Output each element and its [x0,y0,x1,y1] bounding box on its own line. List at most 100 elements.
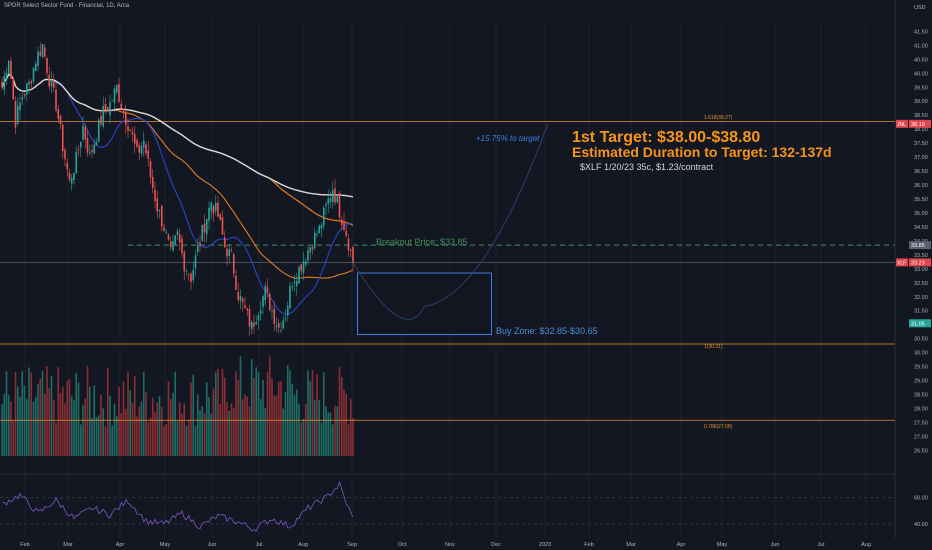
price-tick: 36.50 [914,169,928,175]
volume-bar [298,403,300,456]
candle-body [300,264,303,272]
candle-body [282,320,285,329]
volume-bar [127,371,129,456]
candle-body [293,281,296,283]
candle-body [104,104,107,111]
volume-bar [23,385,26,456]
volume-bar [190,382,192,456]
candle-body [311,247,314,250]
volume-bar [32,401,35,456]
volume-bar [264,408,267,456]
candle-body [28,81,30,85]
volume-bar [275,395,278,456]
volume-bar [3,394,6,456]
volume-bar [199,410,201,456]
candle-body [268,293,271,311]
volume-bar [115,416,118,456]
candle-body [102,105,105,127]
volume-bar [43,393,46,456]
buy-zone-label: Buy Zone: $32.85-$30.65 [496,326,598,336]
volume-bar [61,387,64,456]
volume-bar [48,388,51,456]
candle-body [307,250,309,261]
candle-body [347,238,350,251]
volume-bar [118,386,120,456]
candle-body [318,225,321,234]
volume-bar [129,390,132,456]
candle-body [16,106,19,124]
volume-bar [95,417,98,456]
volume-bar [133,376,136,456]
candle-body [34,63,37,71]
breakout-label: Breakout Price: $33.85 [376,237,468,247]
candle-body [59,115,62,125]
volume-bar [16,386,19,456]
volume-bar [277,381,280,456]
volume-bar [293,394,296,456]
volume-bar [106,368,109,456]
candle-body [352,247,354,264]
candle-body [113,88,116,103]
candle-body [336,196,339,203]
price-tick: 29.00 [914,379,928,385]
volume-bar [28,367,30,456]
volume-bar [343,389,345,456]
target-label: 1st Target: $38.00-$38.80 [572,129,761,146]
candle-body [262,296,264,307]
volume-bar [302,418,305,456]
time-label: Mar [626,542,636,548]
volume-bar [41,370,44,456]
price-tick: 37.50 [914,141,928,147]
price-tick: 33.00 [914,267,928,273]
volume-bar [338,366,341,456]
volume-bar [181,413,183,456]
time-label: Jun [208,542,217,548]
candle-body [52,81,55,88]
time-label: Apr [677,542,686,548]
volume-bar [286,364,289,456]
volume-bar [226,402,228,456]
time-label: Mar [63,542,73,548]
candle-body [48,74,51,87]
volume-bar [322,372,325,456]
price-tick: 26.50 [914,448,928,454]
candle-body [39,51,42,56]
candle-body [320,224,323,229]
price-tick: 27.50 [914,420,928,426]
volume-bar [19,396,21,456]
volume-bar [280,381,282,456]
candle-body [277,323,280,328]
volume-bar [79,424,82,456]
volume-bar [169,399,172,456]
candle-body [309,246,312,253]
price-tick: 32.50 [914,281,928,287]
time-label: Jun [771,542,780,548]
axis-unit: USD [914,5,926,11]
volume-bar [232,408,235,456]
price-tag-value: 31.05 [911,321,925,327]
candle-body [165,231,168,233]
candle-body [30,81,33,84]
volume-bar [334,405,336,456]
volume-bar [187,419,190,456]
price-tick: 32.00 [914,295,928,301]
volume-bar [93,385,96,456]
volume-bar [309,380,312,456]
price-tag-value: 38.19 [911,122,925,128]
volume-bar [239,356,242,456]
rsi-path [1,480,354,532]
volume-bar [151,397,154,456]
candle-body [37,51,39,66]
grid-lines [24,20,867,538]
volume-bar [77,382,80,456]
candle-body [50,79,53,87]
candle-body [86,137,89,153]
volume-bar [172,393,174,456]
volume-bar [154,412,156,456]
volume-bar [88,386,91,456]
candle-body [151,176,154,188]
ma-200-line [1,73,354,198]
time-label: Jul [817,542,824,548]
candle-body [235,275,237,290]
